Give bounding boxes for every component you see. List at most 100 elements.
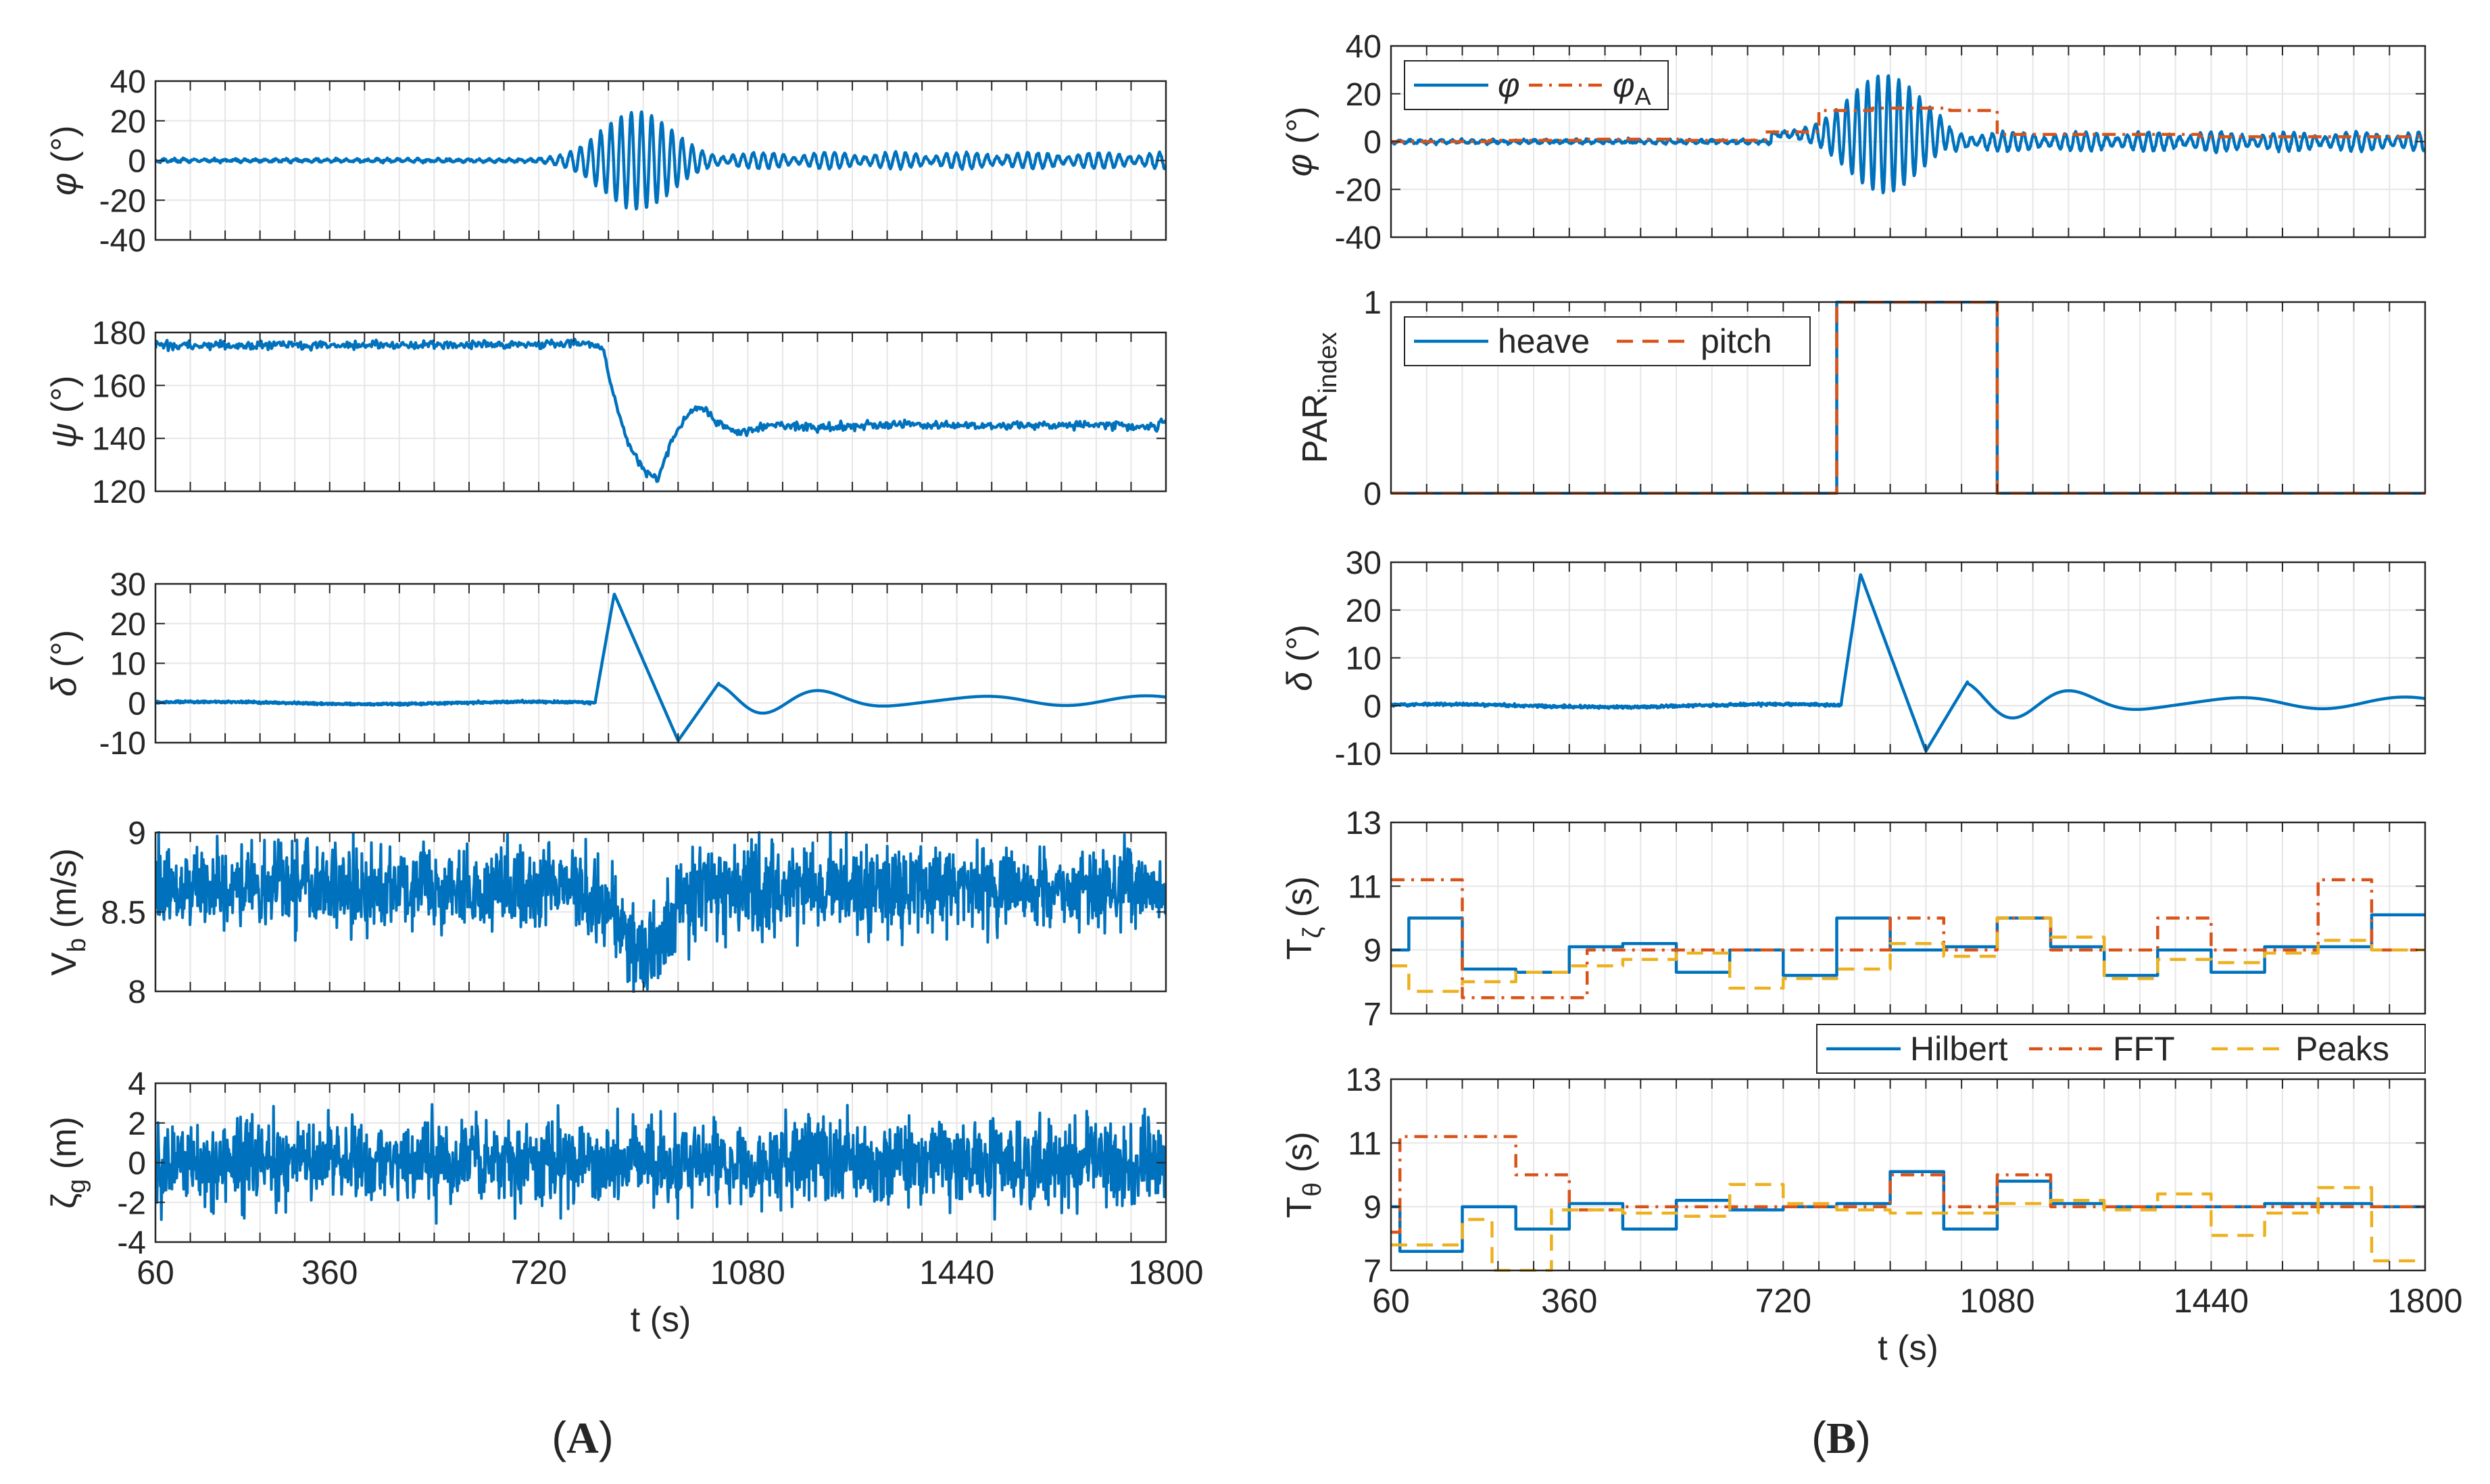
x-tick-label: 1800	[1128, 1254, 1203, 1291]
series-line-peaks	[1391, 916, 2425, 993]
y-tick-label: 11	[1348, 869, 1382, 905]
y-tick-label: 40	[110, 64, 146, 100]
y-tick-label: 20	[110, 607, 146, 643]
y-tick-label: 40	[1346, 29, 1382, 65]
panel-label-a: (A)	[552, 1412, 614, 1463]
y-tick-label: 0	[128, 144, 146, 180]
series-line-φ	[155, 110, 1166, 211]
y-tick-label: 140	[92, 422, 146, 457]
subplot-b3: -10 0 10 20 30 δ (°)	[1280, 545, 2426, 772]
subplot-b1: -40 -20 0 20 40 φ (°) φ φA	[1280, 29, 2426, 256]
y-tick-label: 0	[1363, 476, 1382, 512]
x-axis-label: t (s)	[631, 1300, 691, 1339]
subplot-a1: -40 -200 20 40 φ (°)	[45, 64, 1167, 259]
series-line-φa	[1391, 106, 2425, 143]
y-tick-label: -40	[1335, 220, 1382, 256]
y-tick-label: 0	[1363, 689, 1382, 724]
x-tick-label: 1800	[2387, 1282, 2462, 1320]
y-tick-label: 120	[92, 474, 146, 510]
y-tick-label: 7	[1363, 997, 1382, 1033]
subplot-a5: 60 360 720 1080 1440 1800 t (s) -4 -20 2 4 ζg (m)	[45, 1066, 1204, 1339]
subplot-b2: 0 1 PARindex heave pitch	[1296, 285, 2426, 512]
x-tick-label: 60	[1372, 1282, 1410, 1320]
legend: φ φA	[1404, 60, 1669, 110]
y-axis-label: δ (°)	[1280, 624, 1319, 691]
y-tick-label: 10	[110, 647, 146, 683]
x-tick-label: 1440	[2174, 1282, 2249, 1320]
y-tick-label: 4	[128, 1066, 146, 1102]
y-tick-label: 20	[1346, 77, 1382, 113]
y-tick-label: -20	[99, 183, 146, 219]
y-tick-label: 13	[1346, 806, 1382, 841]
y-tick-label: -4	[117, 1225, 146, 1261]
y-tick-label: 9	[128, 816, 146, 851]
subplot-a4: 8 8.5 9 Vb (m/s)	[45, 816, 1167, 1010]
x-tick-label: 1080	[1959, 1282, 2034, 1320]
y-tick-label: 9	[1363, 933, 1382, 969]
legend-box	[1816, 1024, 2426, 1074]
legend-label: FFT	[2113, 1030, 2175, 1068]
x-tick-label: 1080	[710, 1254, 785, 1291]
y-axis-label: φ (°)	[1280, 107, 1319, 177]
y-tick-label: 8.5	[101, 895, 146, 931]
subplot-a3: -10 010 20 30 δ (°)	[45, 567, 1167, 762]
y-tick-label: 20	[1346, 593, 1382, 629]
legend: heave pitch	[1404, 316, 1811, 366]
legend-label: heave	[1498, 322, 1590, 360]
x-tick-label: 1440	[919, 1254, 994, 1291]
panel-label-b: (B)	[1811, 1412, 1871, 1463]
y-axis-label: PARindex	[1296, 332, 1342, 464]
y-tick-label: 2	[128, 1106, 146, 1142]
x-tick-label: 720	[510, 1254, 566, 1291]
y-tick-label: 13	[1346, 1062, 1382, 1098]
y-axis-label: δ (°)	[45, 630, 84, 697]
series-line-ζg	[155, 1103, 1166, 1225]
legend-label: Peaks	[2295, 1030, 2389, 1068]
y-tick-label: -40	[99, 223, 146, 259]
legend-label: φ	[1498, 66, 1520, 104]
y-tick-label: 20	[110, 104, 146, 140]
y-tick-label: -2	[117, 1185, 146, 1221]
legend-label: pitch	[1701, 322, 1772, 360]
series-line-vb	[155, 831, 1166, 993]
y-axis-label: Tζ (s)	[1280, 876, 1327, 960]
series-line-δ	[1391, 573, 2425, 753]
x-axis-label: t (s)	[1878, 1329, 1938, 1368]
x-tick-label: 720	[1755, 1282, 1811, 1320]
y-tick-label: 7	[1363, 1254, 1382, 1289]
series-line-fft	[1391, 1135, 2425, 1234]
y-axis-label: φ (°)	[45, 126, 84, 196]
y-tick-label: 1	[1363, 285, 1382, 321]
x-tick-label: 360	[301, 1254, 358, 1291]
legend: Hilbert FFT Peaks	[1816, 1024, 2426, 1074]
y-tick-label: 0	[1363, 125, 1382, 161]
y-axis-label: Vb (m/s)	[45, 848, 91, 976]
y-tick-label: 30	[1346, 545, 1382, 581]
y-axis-label: ψ (°)	[45, 376, 84, 449]
y-tick-label: 10	[1346, 641, 1382, 677]
legend-label: φA	[1613, 66, 1651, 110]
axes-frame	[1390, 821, 2426, 1015]
y-tick-label: 0	[128, 686, 146, 722]
y-axis-label: Tθ (s)	[1280, 1132, 1327, 1218]
subplot-b4: 7 9 11 13 Tζ (s) Hilbert FFT Peaks	[1280, 806, 2426, 1074]
x-tick-label: 60	[137, 1254, 174, 1291]
series-line-δ	[155, 593, 1166, 743]
legend-label: Hilbert	[1910, 1030, 2008, 1068]
y-tick-label: -10	[1335, 737, 1382, 772]
series-line-hilbert	[1391, 1170, 2425, 1253]
series-line-ψ	[155, 337, 1166, 483]
y-tick-label: -20	[1335, 172, 1382, 208]
axes-frame	[1390, 1078, 2426, 1272]
axes-frame	[1390, 301, 2426, 495]
y-tick-label: 30	[110, 567, 146, 603]
axes-frame	[154, 331, 1167, 493]
y-tick-label: -10	[99, 726, 146, 762]
y-tick-label: 160	[92, 368, 146, 404]
x-tick-label: 360	[1541, 1282, 1597, 1320]
y-axis-label: ζg (m)	[45, 1116, 91, 1208]
subplot-b5: 60 360 720 1080 1440 1800 t (s) 7 9 11 13 Tθ (s)	[1280, 1062, 2463, 1368]
